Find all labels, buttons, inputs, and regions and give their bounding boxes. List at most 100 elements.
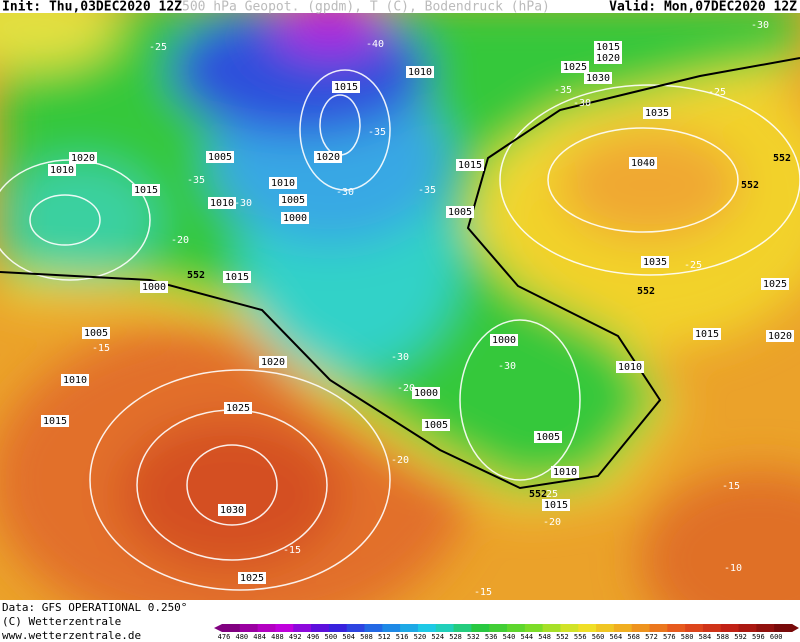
isobar-label: 1000 (492, 335, 516, 346)
height-label: 552 (637, 286, 655, 297)
label-box (422, 419, 450, 431)
colorbar-label: 584 (699, 633, 712, 641)
isobar-label: 1005 (448, 207, 472, 218)
label-box (224, 402, 252, 414)
isobar-label: 1010 (50, 165, 74, 176)
label-box (41, 415, 69, 427)
colorbar-label: 540 (503, 633, 516, 641)
isobar-label: 1020 (596, 53, 620, 64)
colorbar-label: 532 (467, 633, 480, 641)
colorbar-label: 492 (289, 633, 302, 641)
colorbar-label: 488 (271, 633, 284, 641)
colorbar-cell (649, 624, 668, 632)
colorbar-cell (400, 624, 419, 632)
colorbar-cell (293, 624, 312, 632)
label-box (594, 41, 622, 53)
isobar-label: 1035 (645, 108, 669, 119)
colorbar-label: 568 (627, 633, 640, 641)
isobar-label: 1010 (618, 362, 642, 373)
isobar-label: 1010 (210, 198, 234, 209)
colorbar-cell (560, 624, 579, 632)
label-box (693, 328, 721, 340)
isobar-label: 1025 (226, 403, 250, 414)
isobar-label: 1005 (84, 328, 108, 339)
label-box (208, 197, 236, 209)
temperature-label: -20 (397, 383, 415, 394)
temperature-label: -35 (368, 127, 386, 138)
isobar-label: 1005 (281, 195, 305, 206)
temperature-label: -30 (751, 20, 769, 31)
isobar-label: 1010 (408, 67, 432, 78)
isobar-label: 1020 (768, 331, 792, 342)
init-time: Init: Thu,03DEC2020 12Z (2, 0, 182, 15)
isobar-label: 1020 (261, 357, 285, 368)
colorbar-label: 592 (734, 633, 747, 641)
footer-text: www.wetterzentrale.de (2, 629, 141, 642)
temperature-label: -25 (684, 260, 702, 271)
colorbar-label: 484 (253, 633, 266, 641)
label-box (269, 177, 297, 189)
isobar-label: 1020 (71, 153, 95, 164)
label-box (551, 466, 579, 478)
colorbar-label: 504 (342, 633, 355, 641)
isobar-label: 1015 (43, 416, 67, 427)
temperature-label: -40 (366, 39, 384, 50)
label-box (534, 431, 562, 443)
isobar-label: 1015 (695, 329, 719, 340)
label-box (140, 281, 168, 293)
isobar-label: 1015 (544, 500, 568, 511)
colorbar-cell (239, 624, 259, 632)
isobar-label: 1005 (208, 152, 232, 163)
isobar-label: 1030 (586, 73, 610, 84)
isobar-label: 1035 (643, 257, 667, 268)
colorbar-label: 580 (681, 633, 694, 641)
colorbar-cell (507, 624, 526, 632)
label-box (490, 334, 518, 346)
label-box (561, 61, 589, 73)
colorbar-cell (774, 624, 793, 632)
label-box (446, 206, 474, 218)
label-box (206, 151, 234, 163)
colorbar-label: 544 (520, 633, 533, 641)
isobar-label: 1025 (763, 279, 787, 290)
colorbar-cell (453, 624, 472, 632)
isobar-label: 1025 (563, 62, 587, 73)
temperature-label: -35 (554, 85, 572, 96)
temperature-label: -25 (149, 42, 167, 53)
isobar-label: 1015 (596, 42, 620, 53)
isobar-label: 1020 (316, 152, 340, 163)
label-box (132, 184, 160, 196)
isobar-label: 1010 (553, 467, 577, 478)
temperature-label: -15 (722, 481, 740, 492)
isobar-label: 1010 (63, 375, 87, 386)
height-label: 552 (529, 489, 547, 500)
valid-time: Valid: Mon,07DEC2020 12Z (609, 0, 797, 15)
label-box (616, 361, 644, 373)
isobar-label: 1015 (134, 185, 158, 196)
label-box (223, 271, 251, 283)
colorbar-label: 500 (325, 633, 338, 641)
label-box (281, 212, 309, 224)
temperature-label: -30 (234, 198, 252, 209)
colorbar-label: 600 (770, 633, 783, 641)
label-box (69, 152, 97, 164)
colorbar-label: 476 (218, 633, 231, 641)
label-box (761, 278, 789, 290)
isobar-label: 1025 (240, 573, 264, 584)
label-box (61, 374, 89, 386)
colorbar-cell (667, 624, 686, 632)
colorbar-cell (738, 624, 757, 632)
colorbar-cell (542, 624, 561, 632)
height-label: 552 (187, 270, 205, 281)
map-title: 500 hPa Geopot. (gpdm), T (C), Bodendruc… (182, 0, 550, 15)
label-box (456, 159, 484, 171)
colorbar-label: 572 (645, 633, 658, 641)
colorbar-cell (702, 624, 722, 632)
label-box (412, 387, 440, 399)
temperature-label: -15 (92, 343, 110, 354)
temperature-label: -25 (708, 87, 726, 98)
colorbar-cell (364, 624, 383, 632)
colorbar-label: 528 (449, 633, 462, 641)
colorbar-end (792, 624, 799, 632)
temperature-label: -20 (171, 235, 189, 246)
